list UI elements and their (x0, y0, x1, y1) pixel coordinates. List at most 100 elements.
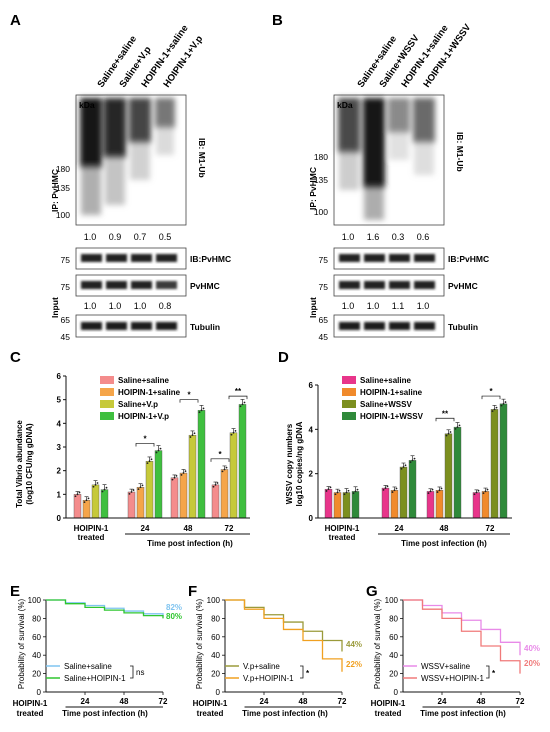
replicate-point (325, 490, 328, 492)
group-label-24: 24 (395, 524, 404, 533)
quant-value: 1.0 (342, 232, 355, 242)
replicate-point (173, 476, 176, 479)
replicate-point (402, 466, 405, 468)
replicate-point (429, 490, 432, 493)
ib-label: IB: M1-Ub (197, 138, 207, 178)
replicate-point (495, 406, 498, 409)
replicate-point (193, 432, 196, 435)
y-tick-label: 80 (32, 614, 41, 623)
replicate-point (475, 491, 478, 494)
quant-value: 0.7 (134, 232, 147, 242)
replicate-point (232, 431, 235, 434)
replicate-point (128, 492, 131, 495)
group-label-48: 48 (184, 524, 193, 533)
replicate-point (223, 468, 226, 471)
replicate-point (214, 483, 217, 486)
replicate-point (427, 492, 430, 495)
legend-label: Saline+saline (360, 376, 411, 385)
curves-f: 0 20 40 60 80 100 24 48 72 (207, 596, 347, 708)
marker-180: 180 (314, 152, 328, 162)
legend-label: Saline+HOIPIN-1 (64, 674, 126, 683)
input-label: Input (50, 297, 60, 318)
bar (170, 477, 179, 519)
replicate-point (78, 491, 81, 494)
panel-f-survival-curve: F Probability of survival (%) 0 20 40 60 80 1… (188, 583, 362, 718)
marker-45: 45 (319, 332, 329, 342)
group-label-24: 24 (141, 524, 150, 533)
legend-label: WSSV+saline (421, 662, 471, 671)
group-label-hoipin: HOIPIN-1 (13, 699, 48, 708)
x-tick-label: 48 (120, 697, 129, 706)
group-label-72: 72 (225, 524, 234, 533)
replicate-point (243, 401, 246, 404)
group-label-48: 48 (440, 524, 449, 533)
replicate-point (338, 489, 341, 492)
bar (490, 409, 499, 519)
y-tick-label: 40 (389, 651, 398, 660)
y-axis-label: Probability of survival (%) (195, 599, 204, 690)
replicate-point (159, 447, 162, 450)
legend-swatch (342, 388, 356, 396)
replicate-point (504, 401, 507, 403)
lane-labels-a: Saline+saline Saline+V.p HOIPIN-1+saline… (95, 23, 205, 90)
bar (351, 491, 360, 519)
replicate-point (486, 488, 489, 491)
input-protein-label: PvHMC (448, 281, 478, 291)
panel-letter-c: C (10, 349, 21, 366)
replicate-point (83, 501, 86, 504)
replicate-point (458, 424, 461, 427)
y-tick-label: 100 (28, 596, 42, 605)
replicate-point (87, 497, 90, 500)
legend-g: WSSV+saline WSSV+HOIPIN-1 * (403, 662, 496, 683)
replicate-point (482, 492, 485, 495)
curves-g: 0 20 40 60 80 100 24 48 72 (385, 596, 525, 708)
replicate-point (85, 499, 88, 502)
ib2-label: IB:PvHMC (190, 254, 231, 264)
panel-b-western-blot: B Saline+saline Saline+WSSV HOIPIN-1+sal… (272, 12, 489, 342)
y-tick-label: 40 (32, 651, 41, 660)
end-label: 82% (166, 603, 182, 612)
replicate-point (225, 466, 228, 469)
marker-75: 75 (319, 255, 329, 265)
end-label: 20% (524, 659, 540, 668)
input-label: Input (308, 297, 318, 318)
input-quant-b: 1.0 1.0 1.1 1.0 (342, 301, 430, 311)
curves-e: 0 20 40 60 80 100 24 48 72 (28, 596, 168, 708)
replicate-point (329, 486, 332, 489)
significance-label: ** (235, 387, 242, 396)
replicate-point (445, 434, 448, 437)
replicate-point (184, 470, 187, 473)
replicate-point (431, 488, 434, 491)
x-tick-label: 24 (260, 697, 269, 706)
legend-label: WSSV+HOIPIN-1 (421, 674, 484, 683)
replicate-point (491, 410, 494, 413)
marker-100: 100 (314, 207, 328, 217)
group-label-hoipin: HOIPIN-1 (325, 524, 360, 533)
replicate-point (92, 485, 95, 488)
replicate-point (150, 458, 153, 461)
end-label: 80% (166, 612, 182, 621)
replicate-point (130, 491, 133, 493)
replicate-point (234, 430, 237, 432)
replicate-point (157, 449, 160, 452)
y-tick-label: 20 (389, 670, 398, 679)
replicate-point (473, 493, 476, 496)
significance-bracket (135, 443, 155, 447)
legend-label: Saline+saline (118, 376, 169, 385)
legend-swatch (100, 388, 114, 396)
y-axis-label: Probability of survival (%) (17, 599, 26, 690)
bar (229, 432, 238, 519)
x-axis-label: Time post infection (h) (420, 709, 506, 718)
input-pvhmc-blot-b (333, 274, 445, 297)
marker-135: 135 (56, 183, 70, 193)
x-tick-label: 24 (81, 697, 90, 706)
group-label-treated: treated (329, 533, 356, 542)
bar (342, 492, 351, 519)
quant-value: 1.0 (109, 301, 122, 311)
panel-letter-d: D (278, 349, 289, 366)
end-label: 22% (346, 660, 362, 669)
replicate-point (96, 482, 99, 484)
input-protein-label: PvHMC (190, 281, 220, 291)
y-tick-label: 0 (216, 688, 221, 697)
